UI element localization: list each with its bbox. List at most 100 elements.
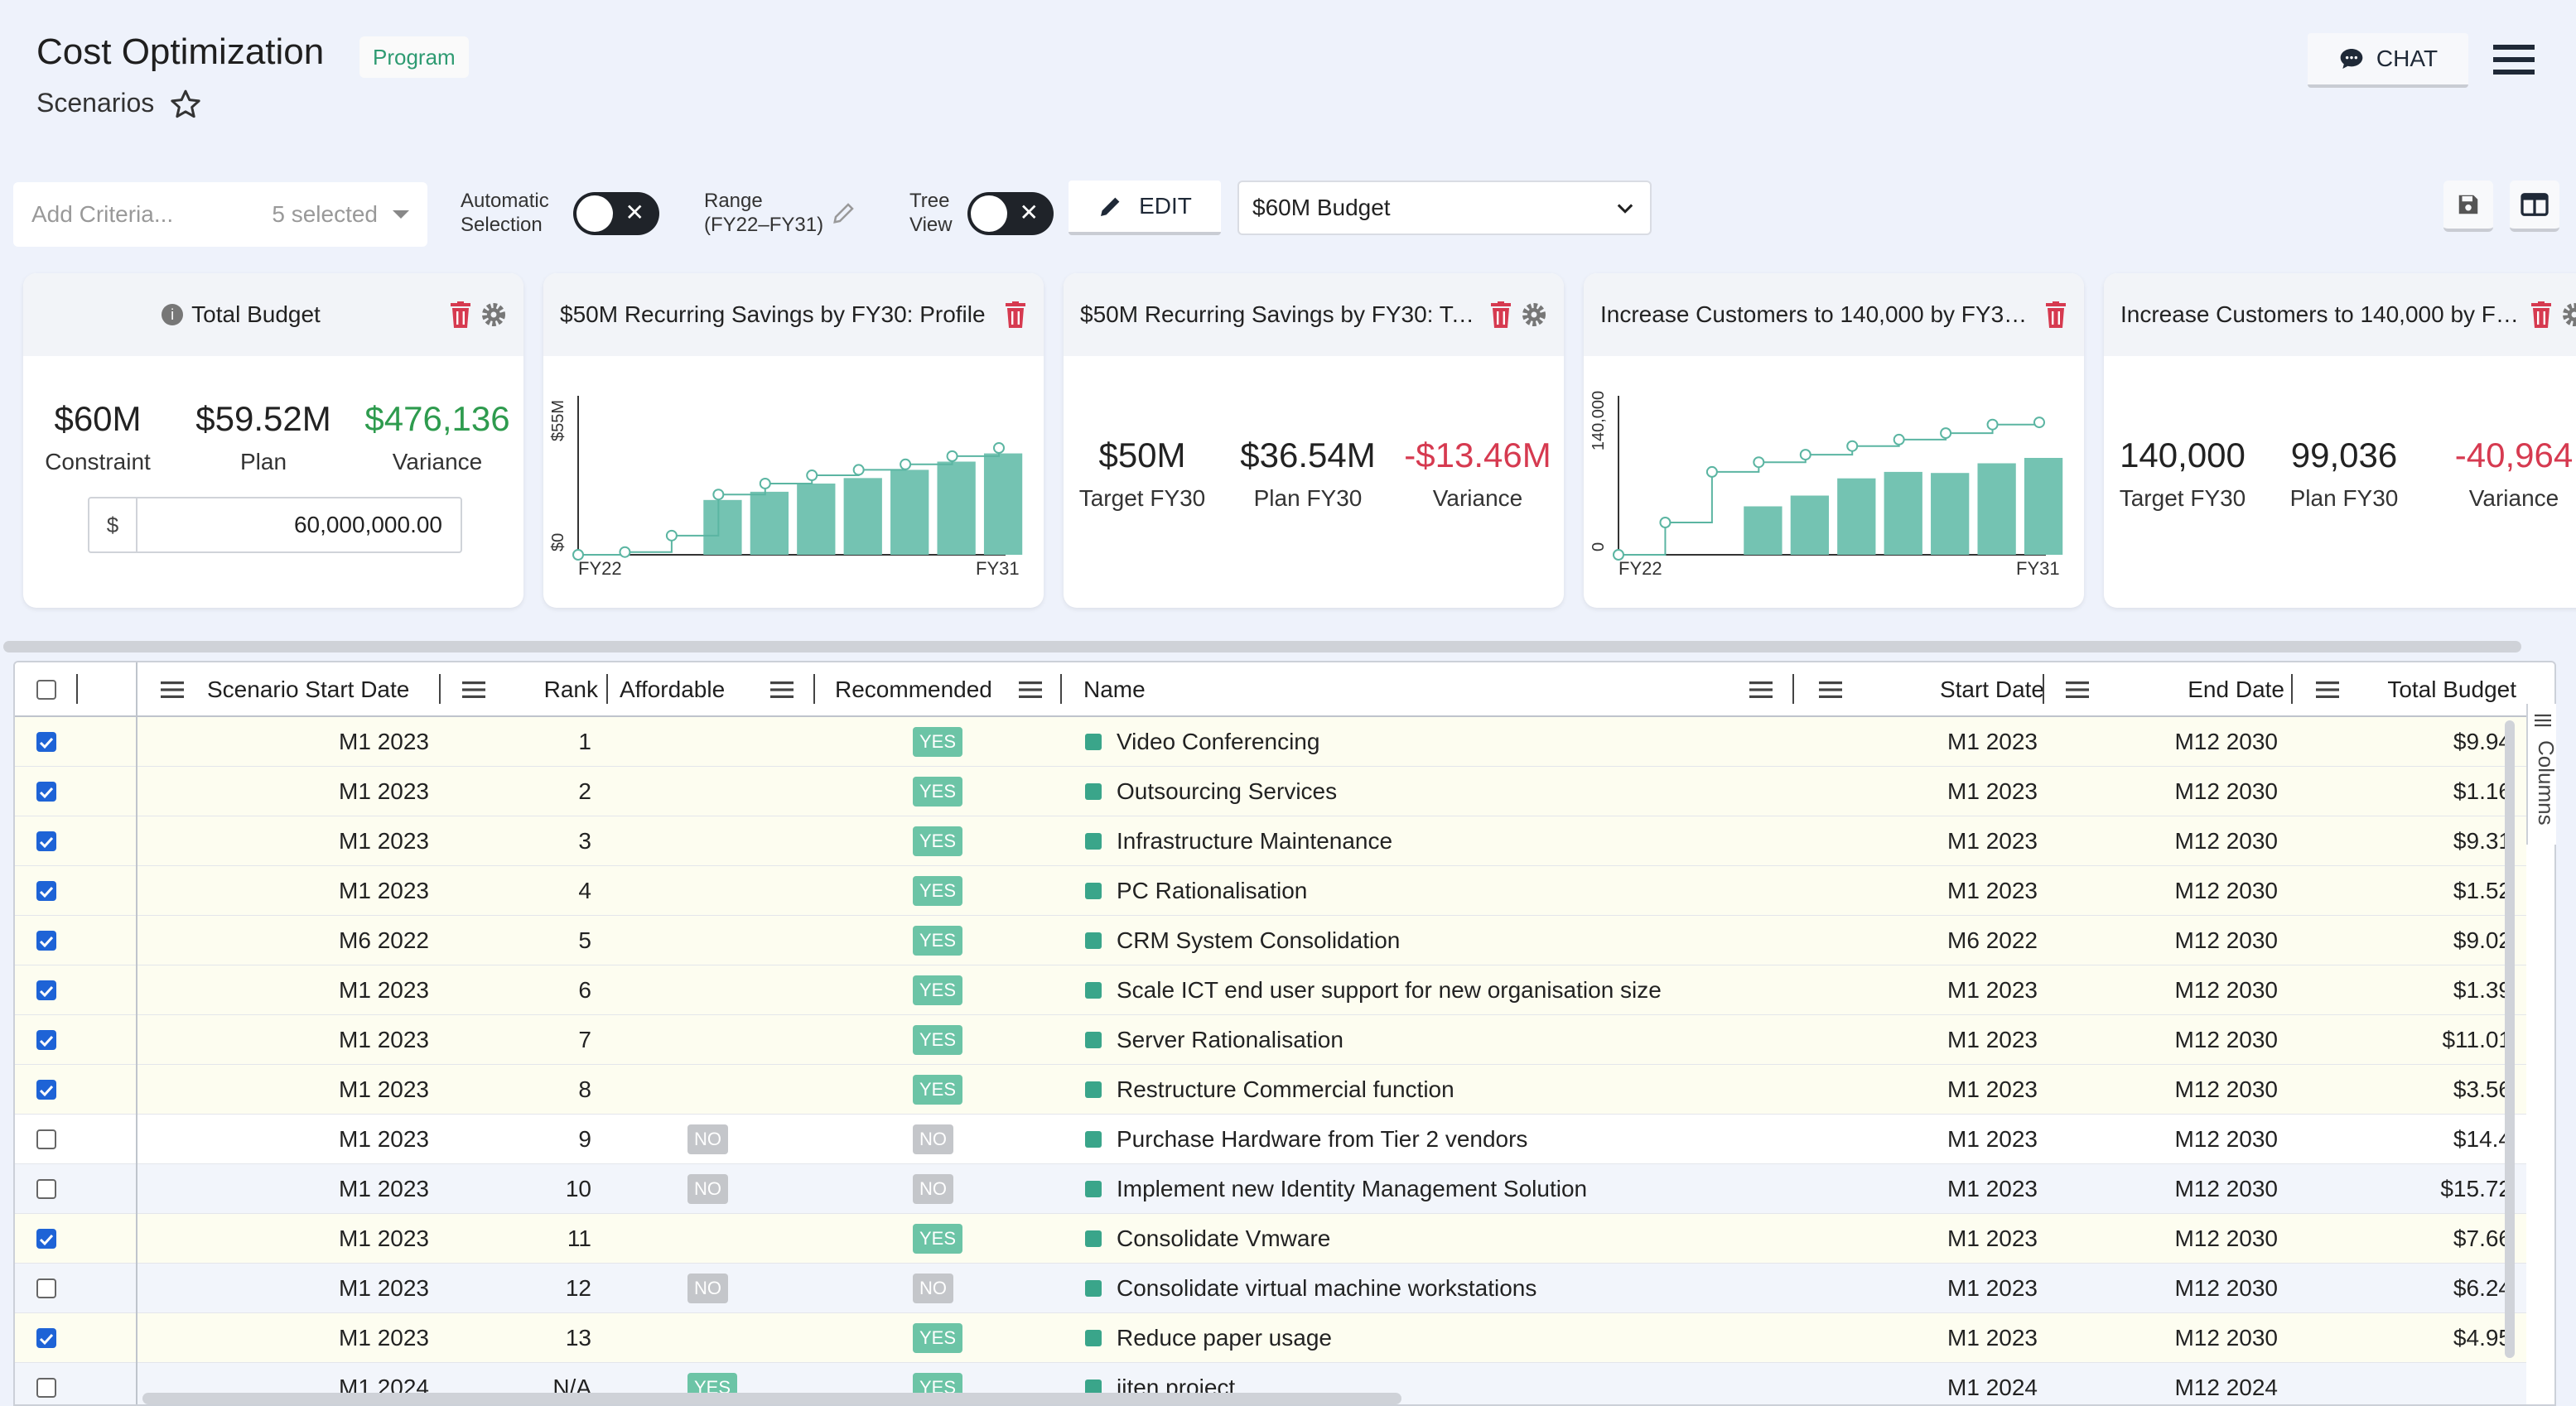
y-tick-label-bottom: 0 — [1589, 542, 1608, 551]
select-all-checkbox[interactable] — [36, 662, 56, 717]
pencil-icon[interactable] — [832, 200, 856, 225]
trash-icon[interactable] — [2044, 301, 2067, 328]
customers-profile-card: Increase Customers to 140,000 by FY30:..… — [1584, 273, 2084, 608]
col-total-budget[interactable]: Total Budget — [2387, 677, 2516, 702]
name-cell[interactable]: Reduce paper usage — [1085, 1313, 1332, 1363]
recommended-cell: YES — [913, 816, 963, 866]
table-row[interactable]: M1 2023 10 NO NO Implement new Identity Mana… — [15, 1164, 2526, 1214]
name-cell[interactable]: Server Rationalisation — [1085, 1015, 1343, 1065]
col-start-date[interactable]: Start Date — [1939, 677, 2044, 702]
gear-icon[interactable] — [2561, 301, 2576, 328]
criteria-input[interactable]: Add Criteria... 5 selected — [13, 182, 427, 247]
star-icon[interactable] — [169, 88, 202, 121]
gear-icon[interactable] — [480, 301, 507, 328]
column-menu-icon[interactable] — [2066, 678, 2089, 701]
y-tick-label-bottom: $0 — [549, 533, 567, 551]
trash-icon[interactable] — [1489, 301, 1512, 328]
end-date-cell: M12 2024 — [2174, 1375, 2278, 1400]
row-checkbox[interactable] — [36, 1164, 56, 1214]
name-cell[interactable]: PC Rationalisation — [1085, 866, 1307, 916]
gear-icon[interactable] — [1521, 301, 1547, 328]
column-menu-icon[interactable] — [1819, 678, 1842, 701]
table-row[interactable]: M1 2023 1 YES Video Conferencing M1 2023 M12 … — [15, 717, 2526, 767]
col-rank[interactable]: Rank — [543, 677, 598, 702]
columns-menu-icon — [2535, 714, 2551, 727]
name-cell[interactable]: Purchase Hardware from Tier 2 vendors — [1085, 1115, 1527, 1164]
trash-icon[interactable] — [1004, 301, 1027, 328]
column-menu-icon[interactable] — [1019, 678, 1042, 701]
trash-icon[interactable] — [449, 301, 472, 328]
row-checkbox[interactable] — [36, 717, 56, 767]
row-checkbox[interactable] — [36, 1065, 56, 1115]
target-point — [1846, 440, 1859, 452]
row-checkbox[interactable] — [36, 1313, 56, 1363]
close-icon: ✕ — [625, 200, 644, 225]
column-menu-icon[interactable] — [1749, 678, 1773, 701]
layout-button[interactable] — [2510, 181, 2559, 232]
name-cell[interactable]: Video Conferencing — [1085, 717, 1319, 767]
trash-icon[interactable] — [2530, 301, 2553, 328]
row-checkbox[interactable] — [36, 916, 56, 965]
name-cell[interactable]: Infrastructure Maintenance — [1085, 816, 1392, 866]
name-cell[interactable]: Consolidate virtual machine workstations — [1085, 1264, 1536, 1313]
grid-vertical-scrollbar[interactable] — [2505, 720, 2515, 1358]
start-date-cell: M1 2023 — [1947, 977, 2038, 1003]
table-row[interactable]: M1 2023 2 YES Outsourcing Services M1 2023 M1… — [15, 767, 2526, 816]
col-affordable[interactable]: Affordable — [620, 677, 726, 702]
chat-button[interactable]: CHAT — [2308, 33, 2468, 88]
scenario-start-date-cell: M1 2023 — [339, 778, 429, 804]
col-end-date[interactable]: End Date — [2188, 677, 2284, 702]
target-metric: $50M Target FY30 — [1078, 436, 1206, 511]
save-button[interactable] — [2443, 181, 2493, 232]
table-row[interactable]: M6 2022 5 YES CRM System Consolidation M6 20… — [15, 916, 2526, 965]
name-cell[interactable]: Outsourcing Services — [1085, 767, 1337, 816]
column-menu-icon[interactable] — [2316, 678, 2339, 701]
table-row[interactable]: M1 2023 4 YES PC Rationalisation M1 2023 M12 … — [15, 866, 2526, 916]
rank-cell: 9 — [578, 1126, 591, 1152]
recommended-badge: YES — [913, 777, 963, 807]
table-row[interactable]: M1 2023 7 YES Server Rationalisation M1 2023… — [15, 1015, 2526, 1065]
table-row[interactable]: M1 2023 12 NO NO Consolidate virtual machine… — [15, 1264, 2526, 1313]
name-cell[interactable]: Restructure Commercial function — [1085, 1065, 1454, 1115]
savings-profile-card: $50M Recurring Savings by FY30: Profile … — [543, 273, 1044, 608]
name-cell[interactable]: Scale ICT end user support for new organ… — [1085, 965, 1662, 1015]
table-row[interactable]: M1 2023 9 NO NO Purchase Hardware from Tier … — [15, 1115, 2526, 1164]
budget-select[interactable]: $60M Budget — [1237, 181, 1652, 235]
row-checkbox[interactable] — [36, 1363, 56, 1404]
table-row[interactable]: M1 2023 11 YES Consolidate Vmware M1 2023 M12… — [15, 1214, 2526, 1264]
table-row[interactable]: M1 2023 13 YES Reduce paper usage M1 2023 M12… — [15, 1313, 2526, 1363]
x-tick-label-start: FY22 — [578, 558, 622, 579]
column-menu-icon[interactable] — [462, 678, 485, 701]
budget-constraint-input[interactable]: $ 60,000,000.00 — [88, 497, 462, 553]
row-checkbox[interactable] — [36, 1264, 56, 1313]
project-link-icon — [1085, 883, 1102, 899]
col-scenario-start-date[interactable]: Scenario Start Date — [207, 677, 410, 702]
row-checkbox[interactable] — [36, 1214, 56, 1264]
tree-view-toggle[interactable]: ✕ — [967, 192, 1054, 235]
row-checkbox[interactable] — [36, 1015, 56, 1065]
name-cell[interactable]: Implement new Identity Management Soluti… — [1085, 1164, 1587, 1214]
columns-side-panel-toggle[interactable]: Columns — [2526, 704, 2559, 845]
table-row[interactable]: M1 2023 3 YES Infrastructure Maintenance M1 … — [15, 816, 2526, 866]
name-cell[interactable]: Consolidate Vmware — [1085, 1214, 1330, 1264]
row-checkbox[interactable] — [36, 965, 56, 1015]
automatic-selection-toggle[interactable]: ✕ — [573, 192, 659, 235]
row-checkbox[interactable] — [36, 767, 56, 816]
col-name[interactable]: Name — [1083, 677, 1146, 702]
edit-button[interactable]: EDIT — [1069, 181, 1221, 235]
project-name: Video Conferencing — [1117, 729, 1320, 754]
row-checkbox[interactable] — [36, 1115, 56, 1164]
automatic-selection-label: Automatic Selection — [461, 190, 549, 236]
name-cell[interactable]: CRM System Consolidation — [1085, 916, 1400, 965]
recommended-badge: YES — [913, 975, 963, 1005]
cards-scrollbar[interactable] — [3, 641, 2521, 652]
row-checkbox[interactable] — [36, 816, 56, 866]
table-row[interactable]: M1 2023 8 YES Restructure Commercial functi… — [15, 1065, 2526, 1115]
col-recommended[interactable]: Recommended — [835, 677, 992, 702]
column-menu-icon[interactable] — [161, 678, 184, 701]
table-row[interactable]: M1 2023 6 YES Scale ICT end user support fo… — [15, 965, 2526, 1015]
column-menu-icon[interactable] — [770, 678, 794, 701]
row-checkbox[interactable] — [36, 866, 56, 916]
grid-horizontal-scrollbar[interactable] — [142, 1393, 1401, 1404]
hamburger-menu-icon[interactable] — [2493, 41, 2535, 78]
